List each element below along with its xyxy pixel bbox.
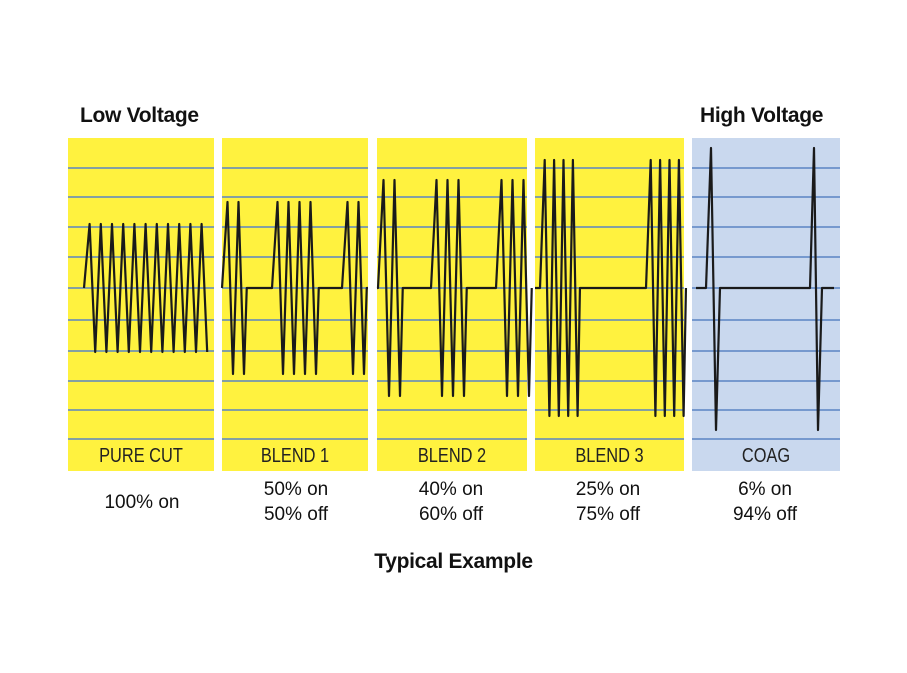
duty-blend-1: 50% on 50% off (221, 477, 371, 527)
mode-labels: PURE CUT BLEND 1 BLEND 2 BLEND 3 COAG (99, 443, 790, 466)
waveform-pure-cut (82, 222, 209, 354)
duty-blend-2: 40% on 60% off (376, 477, 526, 527)
duty-off-text: 60% off (418, 504, 484, 525)
mode-label-coag: COAG (742, 443, 790, 466)
low-voltage-label: Low Voltage (80, 104, 199, 127)
mode-label-pure-cut: PURE CUT (99, 443, 183, 466)
duty-on-text: 6% on (738, 479, 792, 500)
duty-on-text: 100% on (104, 492, 180, 513)
waveform-coag (696, 146, 834, 432)
duty-on-text: 25% on (575, 479, 641, 500)
caption-text: Typical Example (374, 550, 533, 573)
duty-blend-3: 25% on 75% off (533, 477, 683, 527)
waveform-blend-2 (376, 178, 533, 398)
waveform-blend-3 (535, 158, 688, 418)
mode-label-blend-2: BLEND 2 (418, 443, 486, 466)
waveforms (82, 146, 834, 432)
mode-label-blend-3: BLEND 3 (575, 443, 643, 466)
panel-blend-1 (222, 138, 368, 471)
mode-label-blend-1: BLEND 1 (261, 443, 329, 466)
waveform-blend-1 (220, 200, 368, 376)
duty-off-text: 75% off (575, 504, 641, 525)
high-voltage-label: High Voltage (700, 104, 824, 127)
duty-off-text: 94% off (732, 504, 798, 525)
duty-coag: 6% on 94% off (690, 477, 840, 527)
duty-on-text: 50% on (263, 479, 329, 500)
duty-off-text: 50% off (263, 504, 329, 525)
duty-on-text: 40% on (418, 479, 484, 500)
duty-pure-cut: 100% on (67, 490, 217, 515)
caption: Typical Example (0, 550, 907, 574)
